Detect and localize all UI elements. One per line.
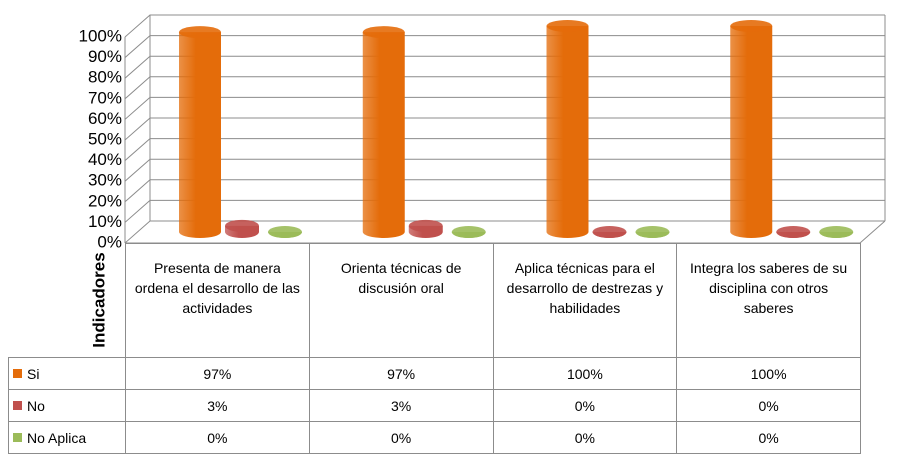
grid-line: [124, 138, 885, 161]
y-tick-label: 50%: [88, 129, 122, 148]
legend-label: No: [27, 397, 45, 414]
y-tick-label: 0%: [97, 232, 122, 251]
y-tick-label: 60%: [88, 109, 122, 128]
grid-line: [124, 76, 885, 100]
y-tick-label: 20%: [88, 191, 122, 210]
cylinder-top: [268, 226, 302, 238]
cylinder-top: [776, 226, 811, 238]
legend-cell: Si: [8, 357, 126, 390]
y-tick-label: 90%: [88, 47, 122, 66]
y-tick-label: 100%: [79, 26, 122, 45]
legend-cell: No: [8, 389, 126, 422]
y-tick-label: 30%: [88, 171, 122, 190]
value-cell: 97%: [125, 357, 310, 390]
legend-label: Si: [27, 365, 40, 382]
value-cell: 0%: [308, 421, 494, 454]
cylinder-body: [179, 32, 221, 239]
value-cell: 100%: [492, 357, 678, 390]
y-tick-label: 80%: [88, 68, 122, 87]
y-axis-label: Indicadores: [89, 252, 108, 347]
value-cell: 3%: [308, 389, 494, 422]
value-cell: 0%: [492, 421, 678, 454]
category-cell: Presenta de manera ordena el desarrollo …: [125, 243, 310, 358]
grid-line: [124, 55, 885, 79]
grid-line: [124, 14, 885, 38]
legend-swatch: [13, 401, 22, 410]
grid-line: [124, 96, 885, 120]
grid-line: [124, 179, 885, 203]
cylinder-body: [362, 32, 405, 239]
cylinder-top: [451, 226, 486, 238]
legend-swatch: [13, 433, 22, 442]
y-tick-label: 10%: [88, 212, 122, 231]
cylinder-top: [635, 226, 670, 238]
cylinder-top: [408, 219, 443, 232]
grid-line: [124, 220, 885, 244]
cylinder-top: [592, 226, 627, 238]
y-tick-label: 40%: [88, 150, 122, 169]
grid-line: [124, 199, 885, 223]
cylinder-top: [730, 20, 773, 32]
value-cell: 97%: [308, 357, 494, 390]
cylinder-top: [362, 26, 405, 39]
grid-line: [124, 35, 885, 58]
value-cell: 3%: [125, 389, 310, 422]
value-cell: 0%: [676, 421, 861, 454]
value-cell: 0%: [125, 421, 310, 454]
legend-swatch: [13, 369, 22, 378]
legend-label: No Aplica: [27, 429, 87, 446]
cylinder-body: [730, 26, 773, 238]
y-tick-label: 70%: [88, 88, 122, 107]
category-cell: Aplica técnicas para el desarrollo de de…: [492, 243, 678, 358]
value-cell: 100%: [676, 357, 861, 390]
cylinder-body: [546, 26, 589, 238]
value-cell: 0%: [492, 389, 678, 422]
value-cell: 0%: [676, 389, 861, 422]
legend-cell: No Aplica: [8, 421, 126, 454]
cylinder-top: [179, 26, 221, 39]
cylinder-top: [225, 219, 259, 232]
cylinder-top: [546, 20, 589, 32]
grid-line: [124, 158, 885, 182]
category-cell: Integra los saberes de su disciplina con…: [676, 243, 861, 358]
grid-line: [124, 117, 885, 141]
cylinder-top: [819, 226, 854, 238]
category-cell: Orienta técnicas de discusión oral: [308, 243, 494, 358]
